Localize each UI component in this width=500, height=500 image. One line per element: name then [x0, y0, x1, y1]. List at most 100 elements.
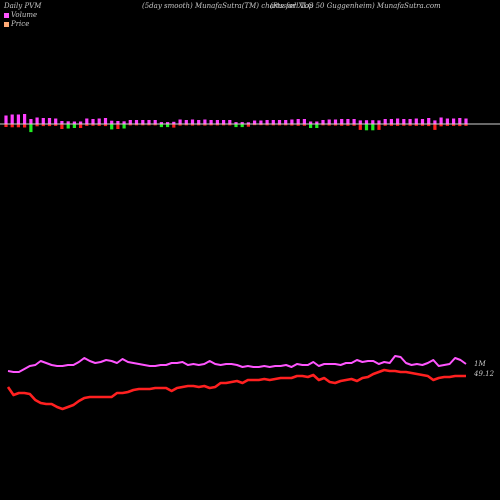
pvm-bar — [54, 118, 58, 124]
pvm-bar-lower — [327, 124, 331, 126]
pvm-bar — [371, 120, 375, 125]
volume-end-label: 1M — [474, 360, 486, 368]
pvm-bar — [23, 114, 27, 124]
pvm-bar — [203, 119, 207, 124]
pvm-bar — [377, 120, 381, 124]
pvm-bar — [340, 119, 344, 124]
pvm-bar-lower — [452, 124, 456, 126]
pvm-bar-lower — [91, 124, 95, 126]
pvm-bar — [414, 118, 418, 124]
pvm-bar — [389, 119, 393, 124]
pvm-bar — [166, 122, 170, 124]
pvm-bar-lower — [190, 124, 195, 126]
pvm-bar-lower — [41, 124, 45, 127]
pvm-bar-lower — [166, 124, 170, 128]
pvm-bar-lower — [309, 124, 313, 128]
pvm-bar-lower — [23, 124, 27, 128]
pvm-bar-lower — [396, 124, 400, 126]
pvm-bar-lower — [47, 124, 52, 127]
pvm-bar — [85, 118, 89, 124]
pvm-bars — [4, 114, 468, 133]
pvm-bar — [333, 119, 338, 124]
volume-line — [7, 355, 467, 373]
pvm-bar-lower — [265, 124, 269, 126]
pvm-bar — [246, 122, 250, 124]
pvm-bar — [222, 120, 226, 124]
pvm-bar-lower — [302, 124, 306, 126]
pvm-bar-lower — [66, 124, 70, 129]
pvm-bar — [396, 118, 400, 124]
pvm-bar-lower — [458, 124, 462, 127]
pvm-bar-lower — [296, 124, 300, 126]
price-end-label: 49.12 — [473, 370, 495, 378]
pvm-bar-lower — [35, 124, 39, 127]
pvm-bar — [427, 118, 431, 124]
pvm-bar-lower — [97, 124, 101, 126]
pvm-bar — [408, 119, 412, 124]
pvm-bar-lower — [197, 124, 201, 126]
pvm-bar-lower — [234, 124, 238, 128]
pvm-bar — [147, 120, 151, 124]
pvm-bar — [184, 120, 188, 124]
pvm-bar — [464, 118, 468, 124]
pvm-bar — [91, 119, 95, 124]
pvm-bar-lower — [377, 124, 381, 130]
pvm-bar — [383, 119, 387, 124]
pvm-bar-lower — [445, 124, 449, 126]
pvm-bar-lower — [402, 124, 406, 126]
pvm-bar-lower — [60, 124, 64, 129]
pvm-bar-lower — [246, 124, 250, 127]
pvm-bar — [16, 114, 20, 124]
pvm-bar-lower — [389, 124, 393, 126]
pvm-bar-lower — [209, 124, 213, 126]
pvm-bar-lower — [222, 124, 226, 126]
pvm-bar-lower — [215, 124, 219, 126]
pvm-bar-lower — [371, 124, 375, 131]
pvm-bar — [72, 121, 76, 124]
pvm-bar — [190, 119, 195, 124]
pvm-bar-lower — [228, 124, 232, 126]
pvm-bar — [153, 120, 157, 124]
legend-volume-swatch — [4, 12, 9, 18]
legend-price: Price — [4, 20, 29, 28]
pvm-bar-lower — [259, 124, 263, 126]
pvm-bar — [315, 121, 319, 124]
pvm-bar-lower — [333, 124, 338, 126]
pvm-bar — [271, 120, 275, 124]
pvm-bar-lower — [321, 124, 325, 126]
pvm-bar-lower — [284, 124, 288, 126]
pvm-bar-lower — [271, 124, 275, 126]
pvm-bar-lower — [147, 124, 151, 126]
pvm-bar-lower — [72, 124, 76, 128]
price-line — [6, 368, 466, 411]
pvm-bar — [284, 120, 288, 124]
pvm-bar — [259, 120, 263, 124]
pvm-bar — [35, 117, 39, 124]
pvm-bar-lower — [420, 124, 425, 126]
pvm-bar — [420, 119, 425, 124]
chart-source: (Russell Top 50 Guggenheim) MunafaSutra.… — [270, 2, 441, 10]
pvm-bar — [240, 122, 244, 124]
pvm-bar — [97, 118, 101, 124]
pvm-bar-lower — [134, 124, 139, 126]
pvm-bar — [134, 120, 139, 124]
pvm-bar — [66, 121, 70, 125]
pvm-bar — [321, 120, 325, 124]
pvm-bar-lower — [315, 124, 319, 128]
pvm-bar — [197, 120, 201, 124]
pvm-bar-lower — [358, 124, 362, 130]
pvm-bar — [209, 120, 213, 124]
pvm-bar-lower — [203, 124, 207, 126]
pvm-bar-lower — [178, 124, 182, 126]
pvm-bar — [265, 120, 269, 124]
pvm-bar — [60, 121, 64, 124]
pvm-bar — [172, 121, 176, 124]
pvm-bar — [10, 114, 14, 124]
chart-title: (5day smooth) MunafaSutra(TM) charts for… — [142, 2, 314, 10]
pvm-bar — [122, 121, 126, 125]
pvm-bar — [296, 119, 300, 124]
pvm-bar-lower — [85, 124, 89, 126]
pvm-bar-lower — [277, 124, 282, 126]
pvm-bar-lower — [79, 124, 83, 128]
